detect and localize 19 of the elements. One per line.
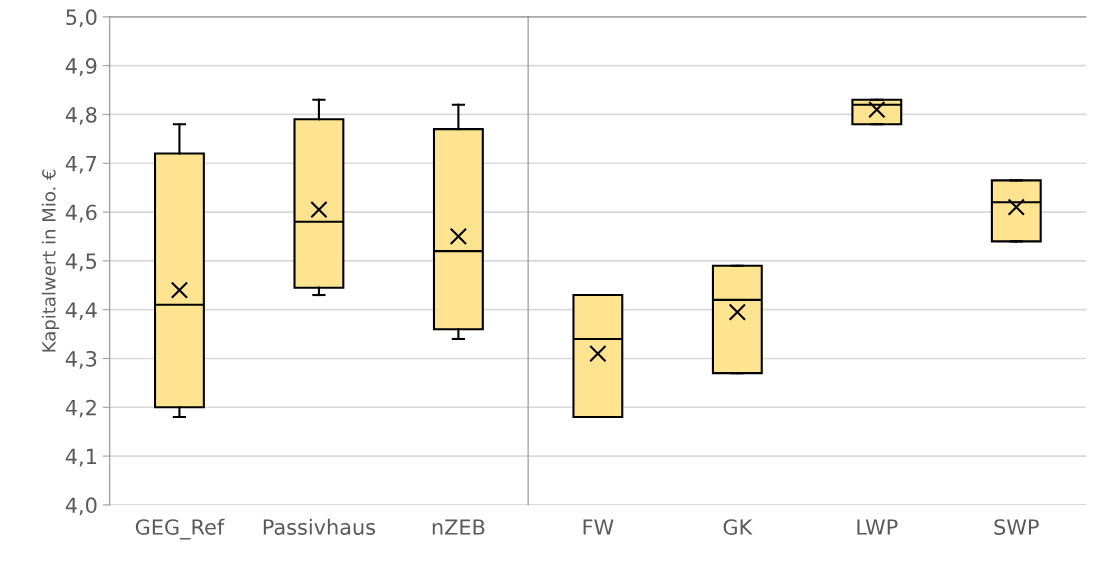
- x-tick-label: GK: [723, 519, 753, 535]
- x-tick-label: FW: [583, 519, 614, 535]
- y-tick-label: 4,1: [65, 448, 96, 467]
- x-tick-label: Passivhaus: [263, 518, 376, 535]
- y-tick-label: 4,3: [65, 350, 97, 369]
- x-tick-label: nZEB: [432, 519, 485, 535]
- y-tick-label: 4,2: [65, 399, 96, 418]
- x-tick-label: LWP: [857, 519, 898, 535]
- x-tick-label: GEG_Ref: [135, 518, 225, 540]
- y-tick-label: 5,0: [66, 9, 97, 28]
- y-tick-label: 4,7: [65, 155, 97, 174]
- x-tick-label: SWP: [994, 519, 1039, 535]
- y-tick-label: 4,8: [65, 106, 97, 125]
- y-tick-label: 4,9: [65, 58, 97, 76]
- y-tick-label: 4,0: [65, 497, 97, 516]
- y-tick-label: 4,6: [65, 204, 97, 223]
- y-axis-title: Kapitalwert in Mio. €: [41, 169, 60, 352]
- y-tick-label: 4,4: [65, 302, 97, 321]
- y-tick-label: 4,5: [65, 253, 97, 272]
